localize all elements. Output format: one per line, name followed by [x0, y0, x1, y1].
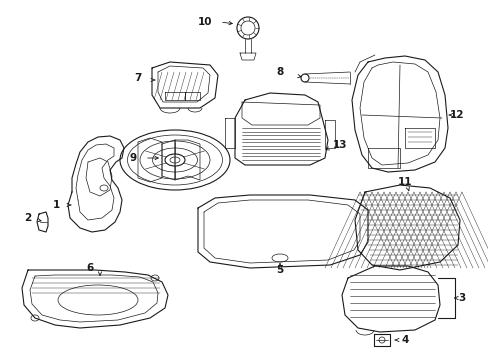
Text: 7: 7 — [134, 73, 142, 83]
Text: 5: 5 — [276, 265, 283, 275]
Text: 4: 4 — [401, 335, 408, 345]
Text: 12: 12 — [449, 110, 463, 120]
Text: 2: 2 — [24, 213, 32, 223]
Text: 1: 1 — [52, 200, 60, 210]
Text: 6: 6 — [86, 263, 93, 273]
Text: 13: 13 — [332, 140, 346, 150]
Text: 11: 11 — [397, 177, 411, 187]
Text: 8: 8 — [276, 67, 283, 77]
Text: 3: 3 — [457, 293, 465, 303]
Text: 10: 10 — [197, 17, 212, 27]
Text: 9: 9 — [129, 153, 136, 163]
